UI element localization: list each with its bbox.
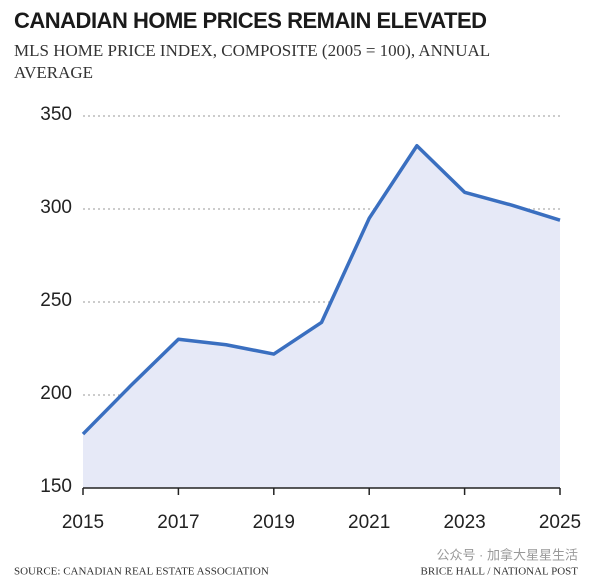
- chart-subtitle: MLS HOME PRICE INDEX, COMPOSITE (2005 = …: [14, 41, 490, 82]
- y-tick-label: 300: [40, 197, 72, 218]
- y-tick-label: 350: [40, 104, 72, 125]
- x-tick-label: 2021: [348, 512, 390, 533]
- y-tick-label: 200: [40, 383, 72, 404]
- area-fill: [83, 145, 560, 488]
- source: SOURCE: CANADIAN REAL ESTATE ASSOCIATION: [14, 566, 269, 578]
- x-tick-label: 2019: [253, 512, 295, 533]
- chart-title: CANADIAN HOME PRICES REMAIN ELEVATED: [14, 8, 487, 33]
- y-tick-label: 250: [40, 290, 72, 311]
- x-tick-label: 2015: [62, 512, 104, 533]
- x-tick-label: 2023: [443, 512, 485, 533]
- x-tick-label: 2017: [157, 512, 199, 533]
- credit: BRICE HALL / NATIONAL POST: [421, 566, 579, 578]
- line: [81, 144, 561, 436]
- x-tick-label: 2025: [539, 512, 581, 533]
- y-tick-label: 150: [40, 476, 72, 497]
- watermark: 公众号 · 加拿大星星生活: [436, 547, 578, 562]
